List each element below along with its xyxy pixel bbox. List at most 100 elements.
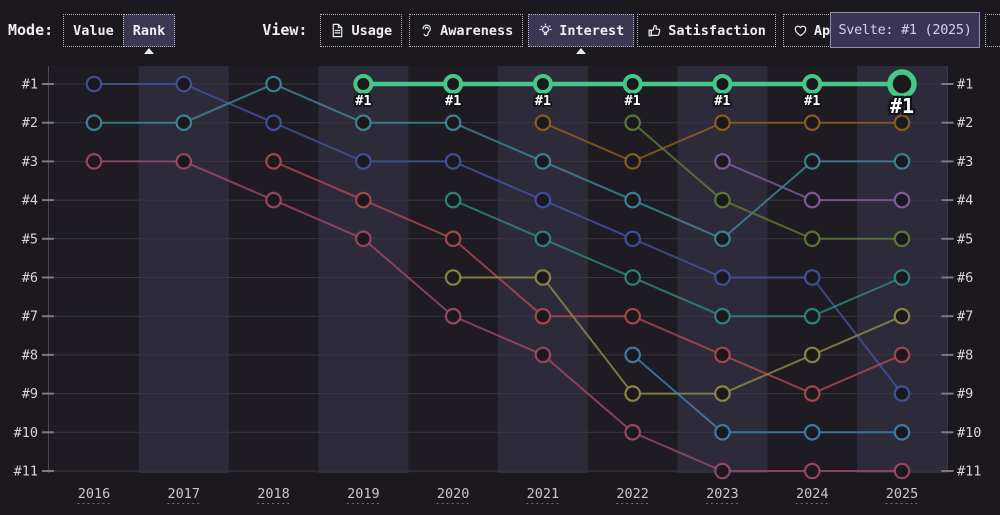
point-amber-2022[interactable] [624, 153, 641, 170]
hidden-button-edge [985, 14, 1000, 47]
point-indigo-2025[interactable] [893, 385, 911, 402]
point-sea-green-2022[interactable] [624, 269, 641, 286]
point-indigo-2023[interactable] [714, 269, 731, 286]
point-moss-green-2025[interactable] [893, 230, 911, 248]
point-olive-2025[interactable] [893, 307, 911, 325]
point-amber-2021[interactable] [534, 114, 552, 131]
point-wine-2018[interactable] [265, 191, 282, 209]
point-teal-2024[interactable] [803, 153, 821, 170]
point-moss-green-2024[interactable] [803, 230, 821, 248]
point-Svelte-2024[interactable] [802, 74, 823, 94]
point-Svelte-2021[interactable] [532, 74, 553, 94]
point-red-2020[interactable] [444, 230, 462, 248]
point-teal-2019[interactable] [355, 114, 372, 131]
point-moss-green-2022[interactable] [624, 114, 641, 131]
year-label-2021[interactable]: 2021 [527, 486, 560, 502]
point-olive-2024[interactable] [803, 346, 821, 364]
point-olive-2021[interactable] [534, 269, 552, 286]
point-wine-2023[interactable] [714, 462, 731, 480]
point-teal-2017[interactable] [175, 114, 193, 131]
point-teal-2016[interactable] [85, 114, 103, 131]
point-red-2018[interactable] [265, 153, 282, 170]
rank-label-left-#5: #5 [22, 231, 38, 247]
point-red-2024[interactable] [803, 385, 821, 402]
point-wine-2017[interactable] [175, 153, 193, 170]
point-steel-blue-2025[interactable] [893, 423, 911, 441]
point-wine-2019[interactable] [355, 230, 372, 248]
point-red-2021[interactable] [534, 307, 552, 325]
point-indigo-2020[interactable] [444, 153, 462, 170]
rank-label-right-#5: #5 [957, 231, 973, 247]
mode-button-value[interactable]: Value [63, 14, 124, 47]
year-label-2022[interactable]: 2022 [616, 486, 649, 502]
point-wine-2025[interactable] [893, 462, 911, 480]
point-red-2022[interactable] [624, 307, 641, 325]
point-indigo-2018[interactable] [265, 114, 282, 131]
point-indigo-2024[interactable] [803, 269, 821, 286]
view-button-satisfaction[interactable]: Satisfaction [637, 14, 776, 47]
view-button-usage[interactable]: Usage [320, 14, 403, 47]
year-label-2025[interactable]: 2025 [886, 486, 919, 502]
point-sea-green-2025[interactable] [893, 269, 911, 286]
point-amber-2023[interactable] [714, 114, 731, 131]
point-wine-2022[interactable] [624, 423, 641, 441]
point-teal-2025[interactable] [893, 153, 911, 170]
point-red-2025[interactable] [893, 346, 911, 364]
rank-label-right-#9: #9 [957, 386, 973, 402]
point-sea-green-2024[interactable] [803, 307, 821, 325]
year-label-2018[interactable]: 2018 [257, 486, 290, 502]
point-Svelte-2025[interactable] [887, 69, 917, 99]
point-sea-green-2020[interactable] [444, 191, 462, 209]
point-annotation-2022: #1 [625, 93, 641, 109]
point-teal-2022[interactable] [624, 191, 641, 209]
point-olive-2023[interactable] [714, 385, 731, 402]
mode-button-rank[interactable]: Rank [122, 14, 176, 47]
point-teal-2021[interactable] [534, 153, 552, 170]
point-moss-green-2023[interactable] [714, 191, 731, 209]
point-red-2019[interactable] [355, 191, 372, 209]
point-wine-2020[interactable] [444, 307, 462, 325]
point-steel-blue-2024[interactable] [803, 423, 821, 441]
point-indigo-2017[interactable] [175, 75, 193, 93]
view-button-awareness[interactable]: Awareness [409, 14, 524, 47]
point-steel-blue-2022[interactable] [624, 346, 641, 364]
point-sea-green-2021[interactable] [534, 230, 552, 248]
point-wine-2016[interactable] [85, 153, 103, 170]
view-button-interest[interactable]: Interest [528, 14, 635, 47]
year-label-2023[interactable]: 2023 [706, 486, 739, 502]
point-purple-2023[interactable] [714, 153, 731, 170]
point-purple-2025[interactable] [893, 191, 911, 209]
rank-label-right-#1: #1 [957, 77, 973, 93]
point-red-2023[interactable] [714, 346, 731, 364]
point-Svelte-2022[interactable] [622, 74, 643, 94]
point-wine-2024[interactable] [803, 462, 821, 480]
point-Svelte-2019[interactable] [353, 74, 374, 94]
point-Svelte-2020[interactable] [443, 74, 464, 94]
point-amber-2025[interactable] [893, 114, 911, 131]
point-indigo-2022[interactable] [624, 230, 641, 248]
point-wine-2021[interactable] [534, 346, 552, 364]
point-indigo-2021[interactable] [534, 191, 552, 209]
point-teal-2018[interactable] [265, 75, 282, 93]
point-indigo-2016[interactable] [85, 75, 103, 93]
point-annotation-2020: #1 [445, 93, 461, 109]
point-olive-2020[interactable] [444, 269, 462, 286]
year-label-2024[interactable]: 2024 [796, 486, 829, 502]
point-indigo-2019[interactable] [355, 153, 372, 170]
point-purple-2024[interactable] [803, 191, 821, 209]
year-label-2020[interactable]: 2020 [437, 486, 470, 502]
point-steel-blue-2023[interactable] [714, 423, 731, 441]
point-Svelte-2023[interactable] [712, 74, 733, 94]
rank-label-left-#10: #10 [14, 425, 38, 441]
point-sea-green-2023[interactable] [714, 307, 731, 325]
year-label-2016[interactable]: 2016 [78, 486, 111, 502]
point-olive-2022[interactable] [624, 385, 641, 402]
rank-label-left-#6: #6 [22, 270, 38, 286]
point-teal-2023[interactable] [714, 230, 731, 248]
year-label-2017[interactable]: 2017 [168, 486, 201, 502]
year-label-2019[interactable]: 2019 [347, 486, 380, 502]
point-annotation-2019: #1 [355, 93, 371, 109]
point-amber-2024[interactable] [803, 114, 821, 131]
point-teal-2020[interactable] [444, 114, 462, 131]
mode-label: Mode: [8, 21, 54, 39]
